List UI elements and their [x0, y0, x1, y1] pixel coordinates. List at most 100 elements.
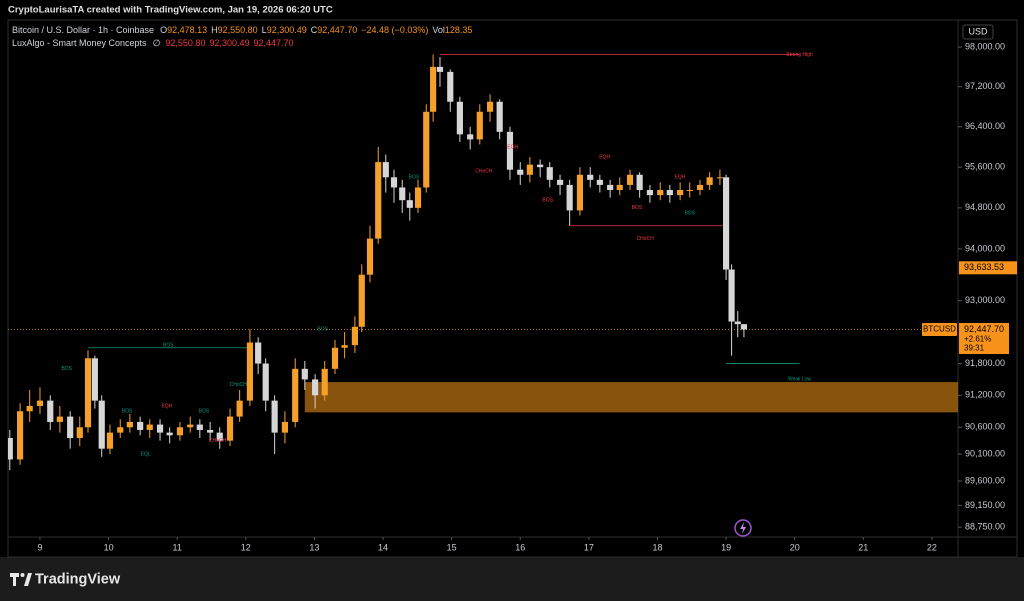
- bar-countdown: 39:31: [964, 344, 985, 353]
- last-price-label: 92,447.70: [964, 324, 1004, 334]
- candle-body: [106, 432, 114, 449]
- icon-ring[interactable]: [734, 519, 752, 537]
- x-tick-label: 18: [652, 542, 662, 552]
- x-tick-label: 9: [37, 542, 42, 552]
- annotation: CHoCH: [209, 438, 227, 444]
- candle-body: [716, 177, 724, 179]
- annotation: BOS: [409, 175, 420, 181]
- annotation: EQH: [599, 154, 610, 160]
- annotation: EQH: [161, 403, 172, 409]
- candle-body: [723, 177, 730, 270]
- indicator-value: 92,300.49: [209, 38, 249, 48]
- indicator-value: 92,447.70: [254, 38, 294, 48]
- footer-bar: [0, 557, 1024, 601]
- y-tick-label: 91,800.00: [965, 358, 1005, 368]
- price-marker-label: 93,633.53: [964, 262, 1004, 272]
- candle-body: [506, 131, 514, 170]
- indicator-row: LuxAlgo - Smart Money Concepts ∅ 92,550.80…: [12, 38, 294, 48]
- y-tick-label: 96,400.00: [965, 121, 1005, 131]
- brand: TradingView: [35, 571, 121, 587]
- candle-body: [486, 101, 494, 112]
- candle-body: [117, 427, 124, 433]
- annotation: BOS: [122, 409, 133, 415]
- x-tick-label: 10: [104, 542, 114, 552]
- x-tick-label: 11: [173, 542, 182, 552]
- candle-body: [56, 416, 63, 422]
- candle-body: [546, 167, 553, 180]
- legend-row: Bitcoin / U.S. Dollar · 1h · Coinbase O92…: [12, 25, 472, 35]
- ohlc-key: L: [262, 25, 267, 35]
- x-tick-label: 13: [309, 542, 319, 552]
- logo-slash: [24, 573, 32, 586]
- annotation: BOS: [632, 205, 643, 211]
- candle-body: [166, 432, 173, 436]
- candle-body: [686, 190, 693, 192]
- annotation: Weak Low: [788, 377, 812, 383]
- candle-body: [84, 358, 92, 428]
- candle-body: [146, 424, 153, 430]
- x-tick-label: 15: [447, 542, 457, 552]
- candle-body: [556, 179, 564, 185]
- annotation: Strong High: [786, 52, 813, 58]
- annotation: CHoCH: [637, 236, 655, 242]
- candle-body: [423, 111, 430, 188]
- candle-body: [596, 179, 603, 185]
- candle-body: [587, 174, 594, 180]
- volume-key: Vol: [432, 25, 445, 35]
- candle-body: [467, 134, 474, 140]
- price-marker-box: [959, 261, 1017, 275]
- candle-body: [526, 164, 533, 175]
- y-tick-label: 88,750.00: [965, 522, 1005, 532]
- candle-body: [366, 238, 374, 275]
- candle-body: [156, 424, 164, 433]
- candle-body: [677, 190, 684, 196]
- candle-body: [36, 400, 44, 406]
- candle-body: [607, 184, 614, 191]
- annotation: EQL: [141, 451, 151, 457]
- annotation: CHoCH: [475, 169, 493, 175]
- currency[interactable]: USD: [968, 26, 988, 36]
- candle-body: [216, 432, 223, 441]
- x-tick-label: 16: [515, 542, 525, 552]
- candle-body: [331, 347, 339, 369]
- x-tick-label: 20: [790, 542, 800, 552]
- annotation: EQH: [507, 144, 518, 150]
- change: −24.48 (−0.03%): [361, 25, 428, 35]
- indicator-value: 92,550.80: [165, 38, 205, 48]
- candle-body: [436, 66, 444, 72]
- candle-body: [447, 71, 454, 102]
- candle-body: [496, 101, 503, 132]
- candle-body: [126, 421, 133, 428]
- ohlc-value: 92,300.49: [267, 25, 307, 35]
- plot-area: Strong High Weak Low BOS BOS BOS EQH BOS EQL CHo…: [8, 52, 958, 471]
- candle-body: [262, 363, 269, 401]
- flash-icon[interactable]: [734, 519, 752, 537]
- frame: [7, 19, 1018, 558]
- candle-body: [301, 368, 308, 380]
- header-title: CryptoLaurisaTA created with TradingView…: [8, 5, 333, 16]
- candle-body: [728, 269, 735, 322]
- y-tick-label: 94,800.00: [965, 202, 1005, 212]
- symbol-box: [922, 323, 957, 337]
- icon-bolt[interactable]: [740, 522, 746, 534]
- candle-body: [626, 174, 634, 185]
- annotation: BOS: [199, 409, 210, 415]
- candle-body: [281, 421, 289, 433]
- last-price-box: [959, 323, 1009, 355]
- candle-body: [236, 400, 243, 417]
- indicator: LuxAlgo - Smart Money Concepts: [12, 38, 147, 48]
- candle-body: [255, 342, 262, 364]
- y-tick-label: 95,600.00: [965, 162, 1005, 172]
- candle-body: [566, 184, 573, 211]
- candle-body: [382, 162, 389, 178]
- x-tick-label: 14: [378, 542, 388, 552]
- symbol-label: BTCUSD: [923, 325, 956, 334]
- ohlc-key: H: [211, 25, 218, 35]
- annotation: EQH: [675, 175, 686, 181]
- x-tick-label: 19: [721, 542, 731, 552]
- candle-body: [16, 411, 24, 460]
- currency-box[interactable]: [962, 24, 994, 40]
- logo-mark: [10, 573, 19, 586]
